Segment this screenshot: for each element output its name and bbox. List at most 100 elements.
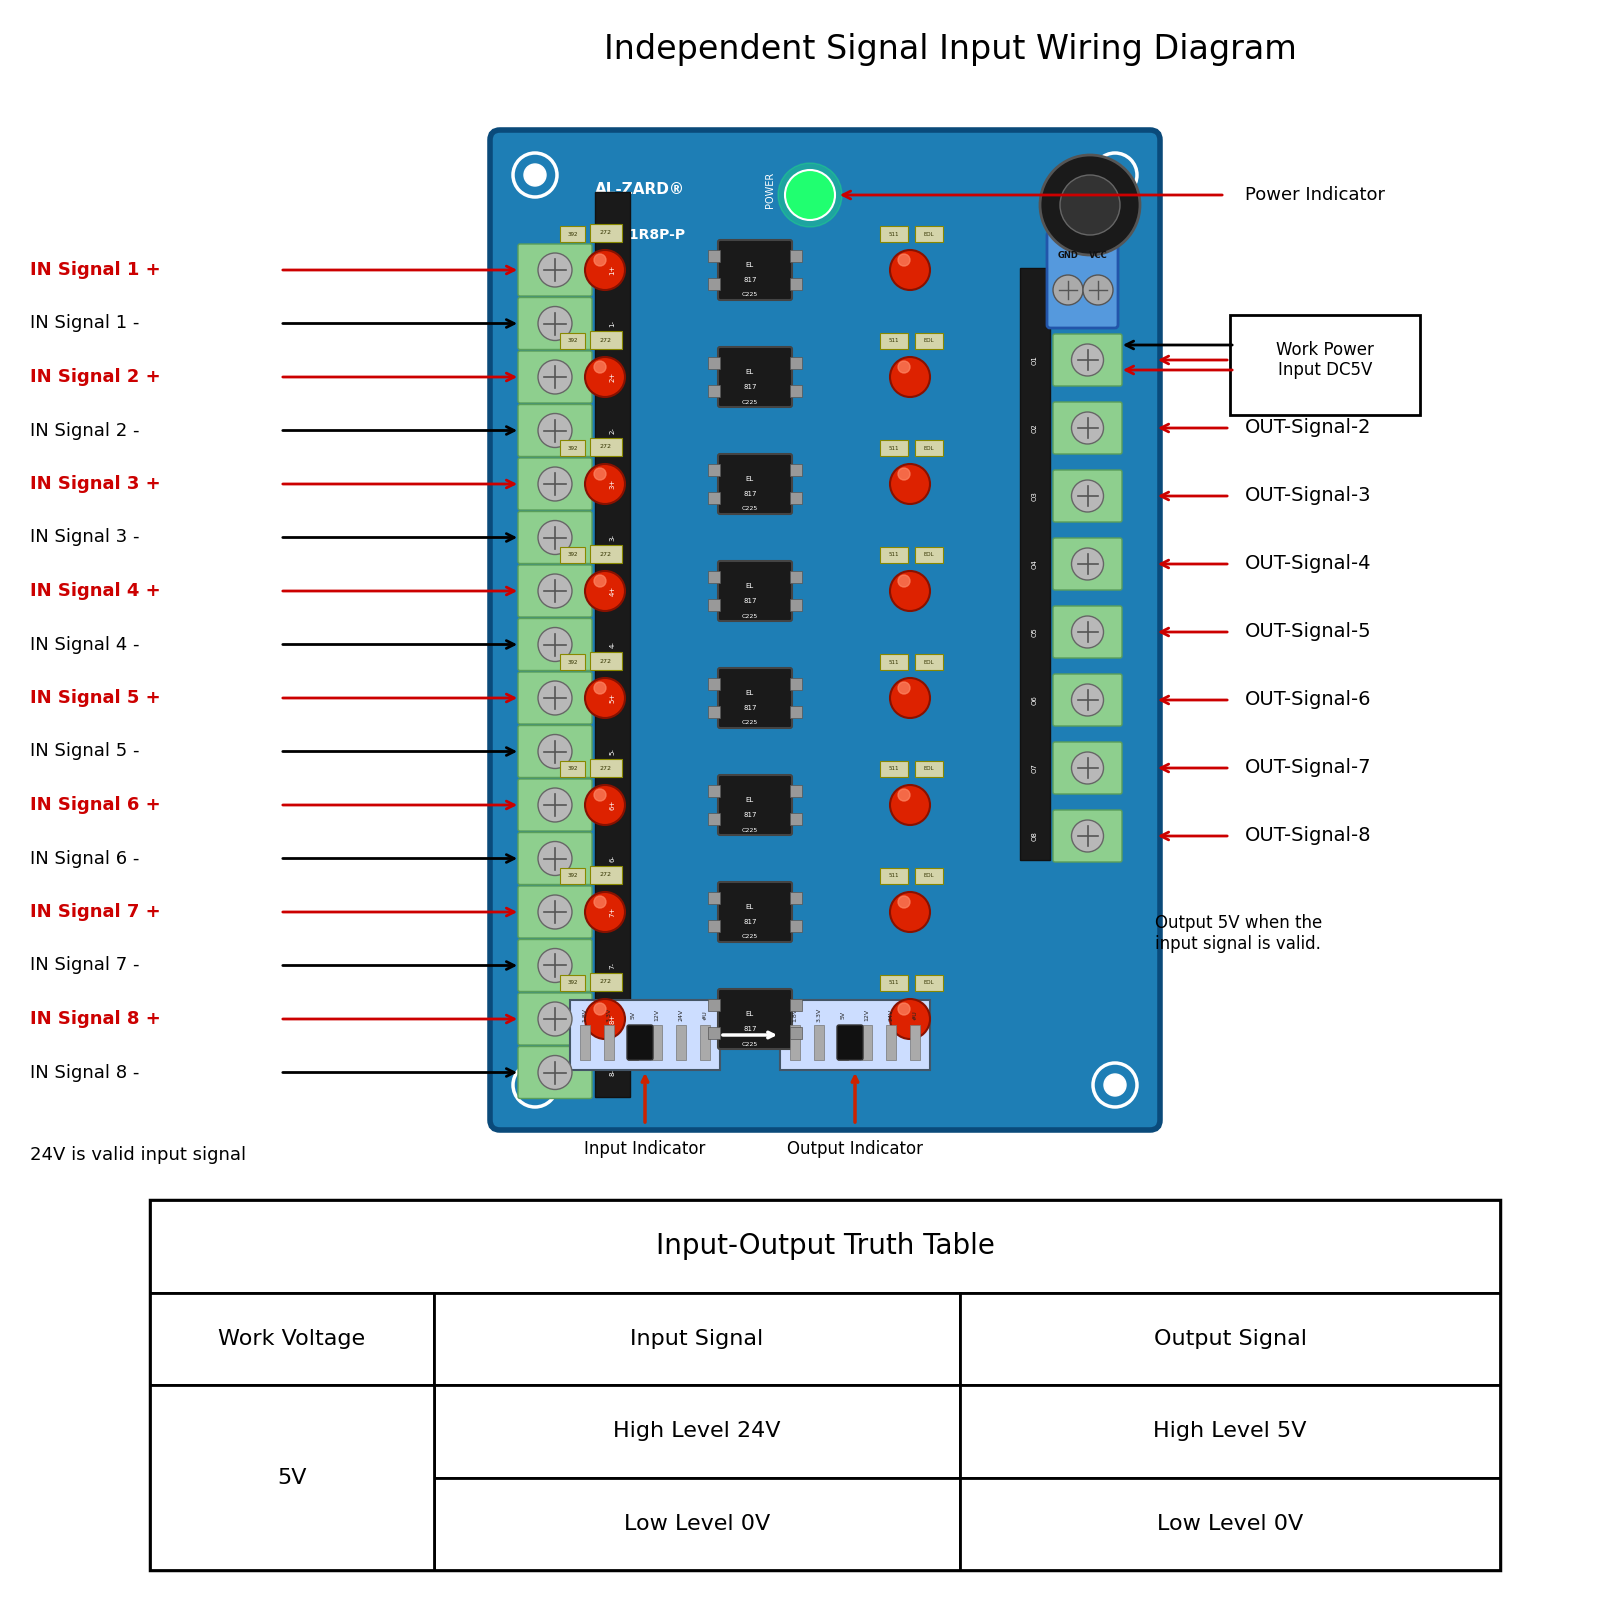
Circle shape: [1072, 480, 1104, 512]
Text: EL: EL: [746, 797, 754, 803]
Text: EL: EL: [746, 1011, 754, 1018]
Text: IN Signal 5 -: IN Signal 5 -: [30, 742, 139, 760]
Text: 8-: 8-: [610, 1069, 616, 1075]
Bar: [590, 973, 622, 990]
Bar: [790, 278, 802, 290]
Text: 272: 272: [600, 872, 611, 877]
FancyBboxPatch shape: [518, 350, 592, 403]
Bar: [627, 1026, 638, 1059]
Circle shape: [890, 250, 930, 290]
Circle shape: [538, 842, 573, 875]
Bar: [790, 386, 802, 397]
Text: IN Signal 4 -: IN Signal 4 -: [30, 635, 139, 653]
Circle shape: [898, 362, 910, 373]
Circle shape: [586, 786, 626, 826]
Text: 6-: 6-: [610, 854, 616, 862]
Circle shape: [786, 170, 835, 219]
Circle shape: [1040, 155, 1139, 254]
FancyBboxPatch shape: [1053, 742, 1122, 794]
Bar: [960, 1477, 1501, 1570]
Circle shape: [586, 678, 626, 718]
Text: #U: #U: [702, 1010, 707, 1019]
Text: 392: 392: [568, 874, 578, 878]
Text: 5+: 5+: [610, 693, 616, 702]
Text: Output Indicator: Output Indicator: [787, 1139, 923, 1158]
Text: 511: 511: [888, 339, 899, 344]
Text: EL: EL: [746, 904, 754, 910]
Bar: [560, 762, 586, 778]
Bar: [590, 653, 622, 670]
Text: 392: 392: [568, 552, 578, 557]
Bar: [707, 920, 720, 931]
Text: EL: EL: [746, 477, 754, 482]
Text: OUT-Signal-7: OUT-Signal-7: [1245, 758, 1371, 778]
Circle shape: [538, 520, 573, 555]
Text: EOL: EOL: [923, 766, 934, 771]
Bar: [790, 813, 802, 826]
Circle shape: [594, 467, 606, 480]
Bar: [790, 1026, 800, 1059]
Bar: [707, 464, 720, 477]
Bar: [560, 440, 586, 456]
Circle shape: [525, 163, 546, 186]
Bar: [790, 786, 802, 797]
Text: 2-: 2-: [610, 427, 616, 434]
Text: 12V: 12V: [654, 1010, 659, 1021]
Text: EOL: EOL: [923, 445, 934, 451]
Text: 7+: 7+: [610, 907, 616, 917]
Text: C225: C225: [742, 1042, 758, 1046]
Bar: [150, 1200, 1501, 1293]
Circle shape: [890, 571, 930, 611]
FancyBboxPatch shape: [518, 886, 592, 938]
Text: 4-: 4-: [610, 642, 616, 648]
Circle shape: [890, 357, 930, 397]
Text: 511: 511: [888, 445, 899, 451]
FancyBboxPatch shape: [518, 725, 592, 778]
FancyBboxPatch shape: [1053, 674, 1122, 726]
Circle shape: [594, 254, 606, 266]
Text: 392: 392: [568, 766, 578, 771]
Text: EL: EL: [746, 370, 754, 374]
Text: OUT-Signal-4: OUT-Signal-4: [1245, 555, 1371, 573]
Text: 24V: 24V: [678, 1010, 683, 1021]
Text: C225: C225: [742, 934, 758, 939]
FancyBboxPatch shape: [518, 779, 592, 830]
Bar: [915, 333, 942, 349]
Text: 24V: 24V: [888, 1010, 893, 1021]
Text: EL: EL: [746, 690, 754, 696]
Circle shape: [890, 464, 930, 504]
Text: OUT-Signal-5: OUT-Signal-5: [1245, 622, 1371, 642]
Bar: [880, 654, 909, 670]
FancyBboxPatch shape: [1053, 470, 1122, 522]
FancyBboxPatch shape: [718, 454, 792, 514]
Bar: [707, 998, 720, 1011]
Text: 817: 817: [744, 491, 757, 498]
Bar: [579, 1026, 590, 1059]
Circle shape: [586, 998, 626, 1038]
FancyBboxPatch shape: [518, 405, 592, 456]
FancyBboxPatch shape: [627, 1026, 653, 1059]
Bar: [1021, 267, 1050, 859]
Bar: [707, 891, 720, 904]
Text: 1.8V: 1.8V: [792, 1008, 797, 1022]
Text: 3.3V: 3.3V: [816, 1008, 821, 1022]
Bar: [707, 493, 720, 504]
Text: IN Signal 2 -: IN Signal 2 -: [30, 421, 139, 440]
Bar: [862, 1026, 872, 1059]
Bar: [590, 546, 622, 563]
Bar: [790, 357, 802, 370]
Bar: [790, 250, 802, 262]
Bar: [880, 867, 909, 883]
FancyBboxPatch shape: [718, 669, 792, 728]
Bar: [707, 278, 720, 290]
Text: IN Signal 5 +: IN Signal 5 +: [30, 690, 160, 707]
Circle shape: [538, 734, 573, 768]
Text: 3+: 3+: [610, 478, 616, 490]
Circle shape: [538, 682, 573, 715]
Text: 272: 272: [600, 445, 611, 450]
Bar: [434, 1477, 960, 1570]
Circle shape: [898, 254, 910, 266]
Circle shape: [594, 682, 606, 694]
Circle shape: [1083, 275, 1114, 306]
Circle shape: [538, 627, 573, 661]
